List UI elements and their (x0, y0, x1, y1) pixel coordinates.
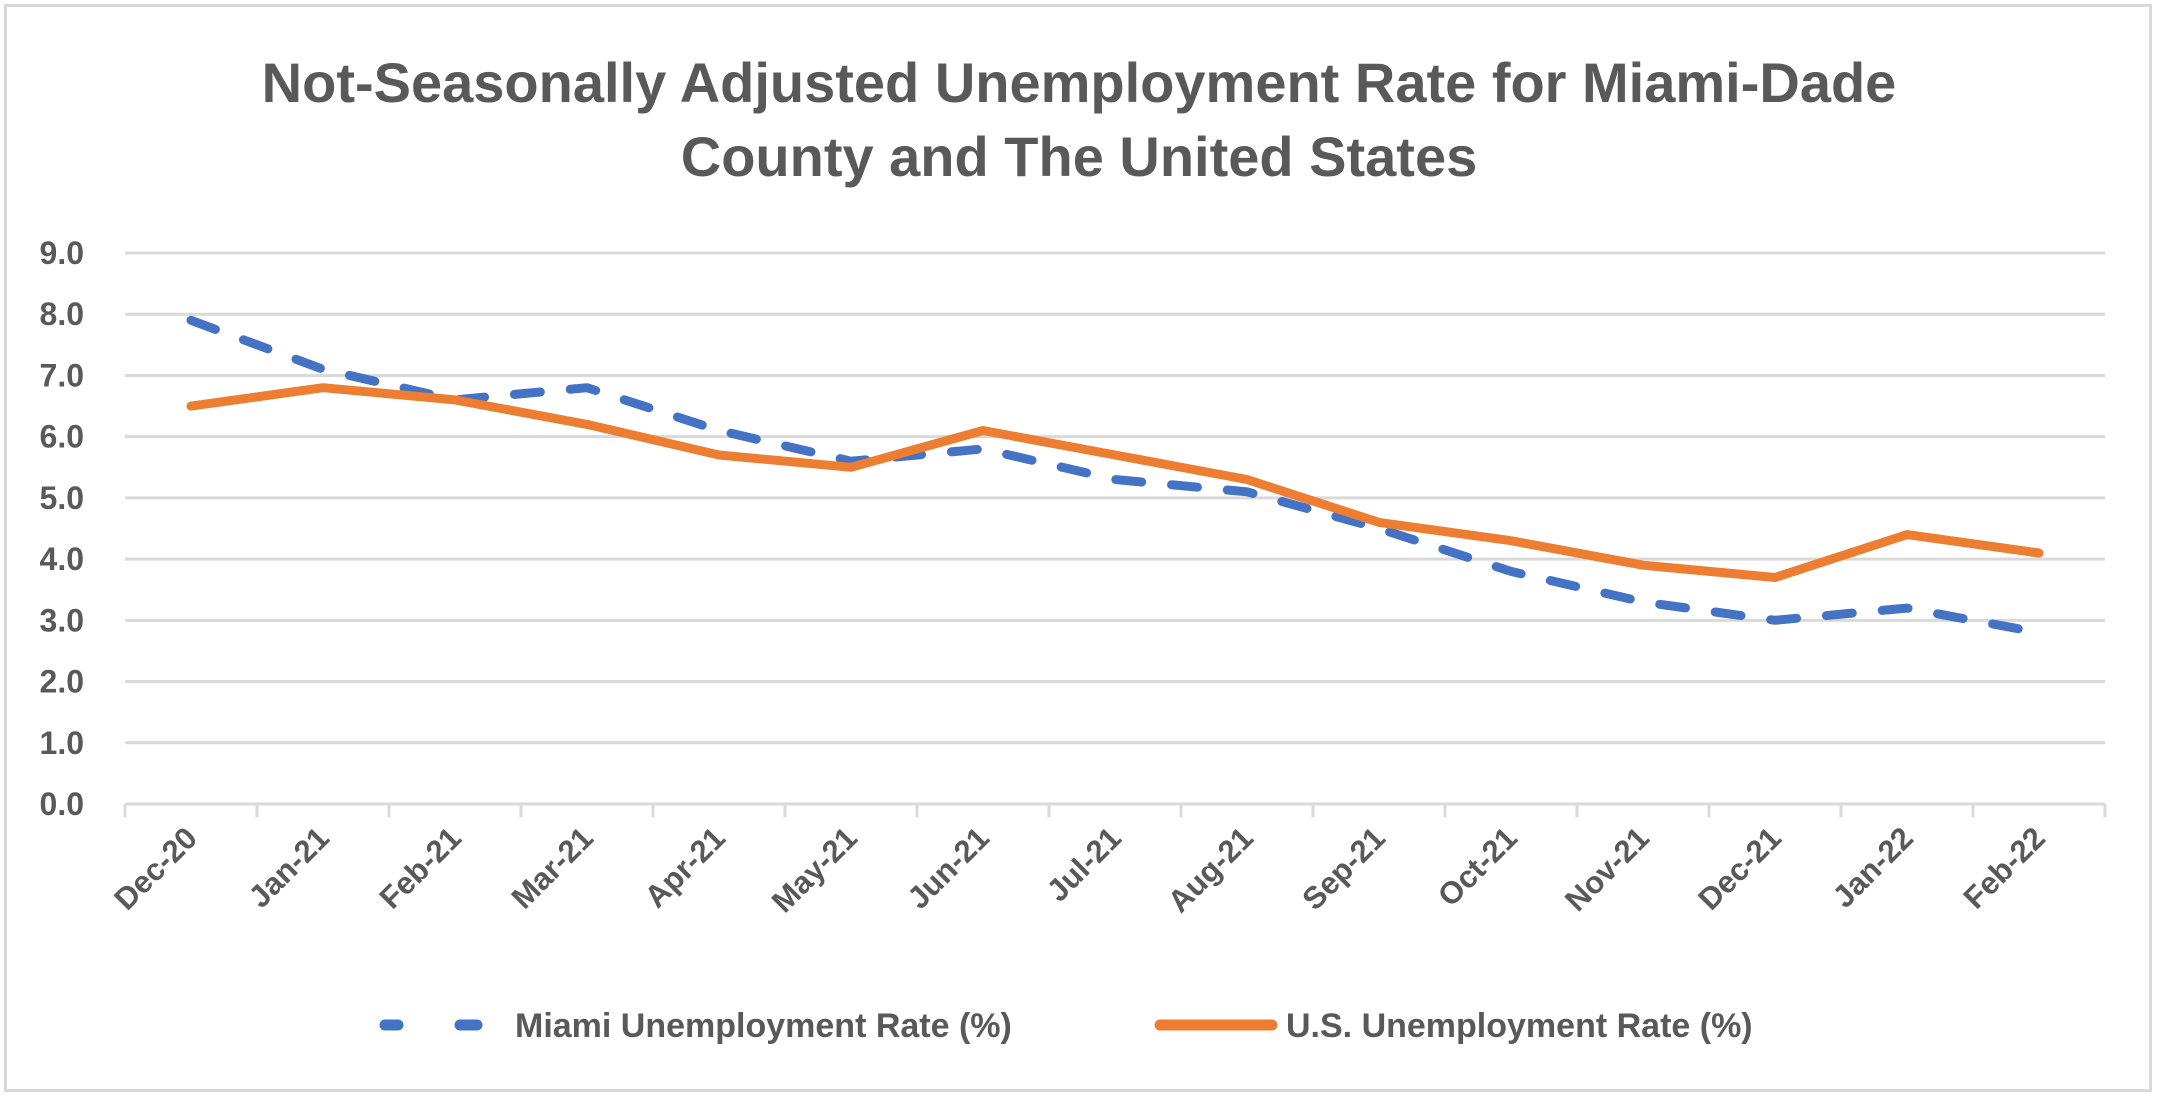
x-tick-label: Feb-22 (1957, 820, 2052, 915)
y-tick-label: 3.0 (40, 602, 84, 638)
y-tick-label: 4.0 (40, 541, 84, 577)
x-tick-label: Jun-21 (901, 820, 996, 915)
y-tick-label: 6.0 (40, 419, 84, 455)
x-axis: Dec-20 Jan-21 Feb-21 Mar-21 Apr-21 May-21 Jun-… (107, 802, 2107, 919)
x-tick-label: Mar-21 (505, 820, 600, 915)
legend-label-us: U.S. Unemployment Rate (%) (1286, 1007, 1753, 1045)
x-tick-label: Feb-21 (373, 820, 468, 915)
legend-label-miami: Miami Unemployment Rate (%) (515, 1007, 1012, 1045)
chart-area (4, 4, 2152, 1092)
x-tick-label: Aug-21 (1161, 820, 1260, 919)
x-tick-label: Jan-21 (242, 820, 336, 914)
y-tick-label: 7.0 (40, 357, 84, 393)
x-tick-label: Dec-21 (1691, 820, 1788, 917)
x-tick-label: May-21 (765, 820, 864, 919)
gridlines (125, 251, 2105, 745)
x-tick-label: Sep-21 (1295, 820, 1392, 917)
legend: Miami Unemployment Rate (%) U.S. Unemploy… (379, 1007, 1753, 1045)
x-tick-label: Jan-22 (1826, 820, 1920, 914)
y-tick-label: 9.0 (40, 235, 84, 271)
legend-item-miami[interactable]: Miami Unemployment Rate (%) (379, 1007, 1012, 1045)
y-tick-label: 5.0 (40, 480, 84, 516)
x-tick-label: Jul-21 (1040, 820, 1128, 908)
x-tick-label: Apr-21 (638, 820, 732, 914)
series-lines (186, 315, 2044, 638)
series-line-miami (186, 315, 2044, 638)
y-tick-label: 8.0 (40, 296, 84, 332)
x-tick-label: Nov-21 (1558, 820, 1656, 918)
y-axis: 0.0 1.0 2.0 3.0 4.0 5.0 6.0 7.0 8.0 9.0 (40, 235, 84, 822)
y-tick-label: 2.0 (40, 664, 84, 700)
chart-title-line-1: Not-Seasonally Adjusted Unemployment Rat… (262, 51, 1897, 114)
chart-title-line-2: County and The United States (681, 125, 1478, 188)
legend-item-us[interactable]: U.S. Unemployment Rate (%) (1154, 1007, 1753, 1045)
y-tick-label: 1.0 (40, 725, 84, 761)
y-tick-label: 0.0 (40, 786, 84, 822)
x-tick-label: Dec-20 (107, 820, 204, 917)
x-tick-label: Oct-21 (1431, 820, 1524, 913)
chart-title: Not-Seasonally Adjusted Unemployment Rat… (262, 51, 1897, 188)
